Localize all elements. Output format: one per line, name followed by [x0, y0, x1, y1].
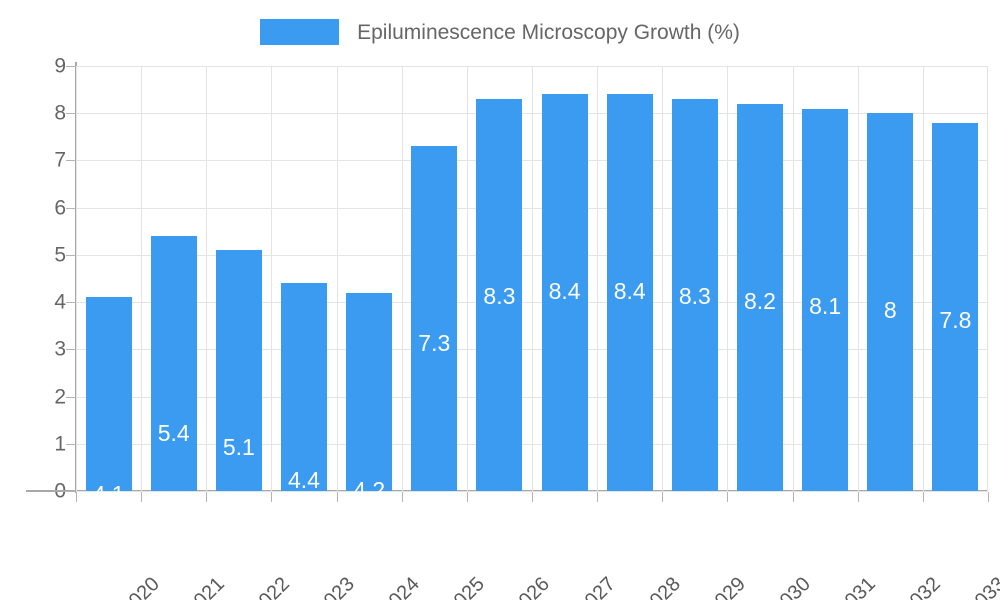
chart-legend: Epiluminescence Microscopy Growth (%) — [0, 12, 1000, 52]
x-axis-tick-mark — [206, 492, 208, 502]
x-gridline — [206, 66, 208, 491]
y-axis-tick-mark — [66, 396, 76, 398]
y-axis-tick-mark — [66, 254, 76, 256]
bar[interactable]: 7.3 — [411, 146, 458, 491]
bar-value-label: 8.4 — [613, 278, 646, 305]
x-axis-tick-mark — [466, 492, 468, 502]
y-axis-tick-mark — [66, 113, 76, 115]
x-axis-tick-mark — [792, 492, 794, 502]
bar-value-label: 4.2 — [353, 476, 386, 503]
x-gridline — [662, 66, 664, 491]
y-axis-tick-mark — [66, 302, 76, 304]
bar[interactable]: 5.1 — [215, 250, 262, 491]
y-axis-tick-mark — [66, 66, 76, 67]
x-gridline — [271, 66, 273, 491]
x-gridline — [857, 66, 859, 491]
bar[interactable]: 8.4 — [606, 94, 653, 491]
y-axis-tick-mark — [66, 491, 76, 492]
y-axis-tick-label: 4 — [54, 290, 66, 314]
bar[interactable]: 8.3 — [476, 99, 523, 491]
bar-value-label: 4.1 — [92, 481, 125, 508]
x-gridline — [401, 66, 403, 491]
legend-color-swatch[interactable] — [260, 19, 340, 45]
y-axis-tick-label: 1 — [54, 432, 66, 456]
x-axis-tick-mark — [271, 492, 273, 502]
y-axis-tick-label: 6 — [54, 196, 66, 220]
x-axis-tick-mark — [401, 492, 403, 502]
x-gridline — [466, 66, 468, 491]
x-axis-tick-mark — [922, 492, 924, 502]
y-axis-tick-label: 7 — [54, 148, 66, 172]
x-gridline — [792, 66, 794, 491]
y-axis-tick-label: 2 — [54, 385, 66, 409]
x-gridline — [922, 66, 924, 491]
legend-label: Epiluminescence Microscopy Growth (%) — [357, 20, 740, 44]
y-axis-tick-label: 3 — [54, 337, 66, 361]
x-axis-tick-mark — [597, 492, 599, 502]
bar[interactable]: 7.8 — [932, 122, 979, 491]
x-gridline — [987, 66, 988, 491]
x-gridline — [532, 66, 533, 491]
bar[interactable]: 8.1 — [802, 108, 849, 491]
y-axis-tick-mark — [66, 207, 76, 209]
x-gridline — [141, 66, 143, 491]
x-axis-tick-mark — [988, 492, 989, 502]
y-axis-tick-mark — [66, 443, 76, 445]
bar[interactable]: 4.1 — [85, 297, 132, 506]
x-axis-tick-mark — [727, 492, 729, 502]
y-axis-tick-mark — [66, 349, 76, 351]
bar-value-label: 8.4 — [548, 278, 581, 305]
bar-value-label: 8 — [883, 297, 897, 324]
x-axis-tick-mark — [76, 492, 77, 502]
y-axis-tick-labels: 0123456789 — [14, 56, 66, 502]
bar-value-label: 7.3 — [418, 330, 451, 357]
bar[interactable]: 4.4 — [281, 283, 327, 494]
y-gridline — [76, 491, 988, 492]
y-axis-tick-label: 8 — [54, 101, 66, 125]
bar-value-label: 8.3 — [678, 283, 711, 310]
bar[interactable]: 8.4 — [541, 94, 588, 491]
x-gridline — [727, 66, 729, 491]
x-axis-tick-mark — [662, 492, 664, 502]
bar[interactable]: 8.2 — [737, 103, 783, 491]
bar-value-label: 4.4 — [288, 467, 320, 494]
plot-area: 4.1 5.4 5.1 4.4 4.2 7.3 8.3 8.4 8.4 8.3 8.2 8.1 8 7.8 — [76, 66, 988, 506]
bar[interactable]: 4.2 — [346, 292, 393, 501]
bar[interactable]: 5.4 — [150, 236, 197, 491]
bar-value-label: 8.1 — [809, 292, 842, 319]
bar[interactable]: 8 — [867, 113, 914, 491]
x-axis-tick-mark — [532, 492, 533, 502]
x-axis-tick-mark — [336, 492, 338, 502]
x-axis-tick-mark — [141, 492, 143, 502]
x-gridline — [76, 66, 77, 491]
x-gridline — [597, 66, 599, 491]
bar-value-label: 8.2 — [744, 287, 776, 314]
bar-value-label: 8.3 — [483, 283, 516, 310]
bar-value-label: 7.8 — [939, 306, 972, 333]
y-axis-tick-label: 9 — [54, 54, 66, 78]
y-axis-tick-mark — [66, 160, 76, 162]
bar-value-label: 5.1 — [222, 434, 255, 461]
x-axis-tick-mark — [857, 492, 859, 502]
bar-value-label: 5.4 — [157, 420, 190, 446]
x-gridline — [336, 66, 338, 491]
bar[interactable]: 8.3 — [671, 99, 718, 491]
y-axis-tick-label: 5 — [54, 243, 66, 267]
